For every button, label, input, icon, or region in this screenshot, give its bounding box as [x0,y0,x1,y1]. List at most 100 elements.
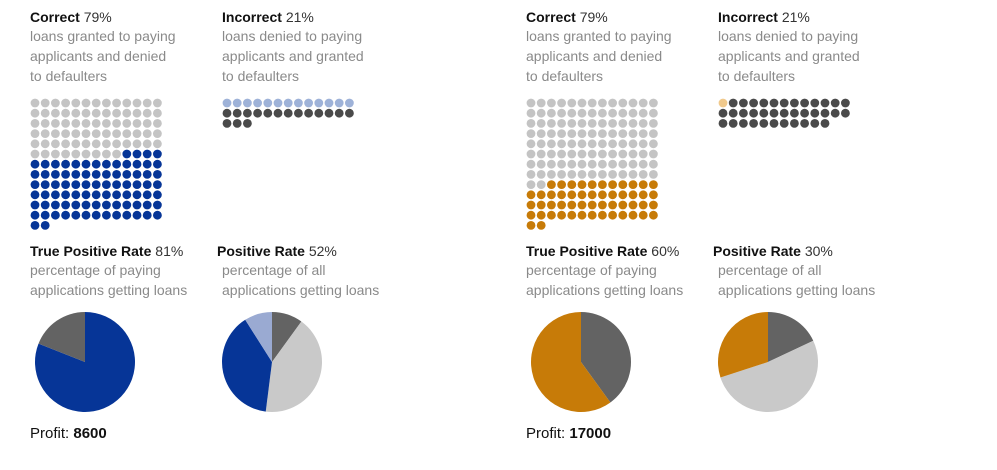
waffle-dot-correct-other [618,159,628,169]
waffle-dot-incorrect-granted [273,98,283,108]
waffle-dot-correct-other [132,98,142,108]
pie-slice [718,312,768,378]
waffle-dot-correct-granted [547,210,556,220]
waffle-dot-correct-other [587,119,597,128]
waffle-dot-incorrect-denied [334,108,344,118]
waffle-dot-correct-granted [112,200,121,210]
waffle-dot-correct-other [51,149,60,159]
waffle-dot-correct-other [51,119,60,128]
waffle-dot-correct-other [102,129,111,138]
waffle-dot-correct-granted [598,210,607,220]
waffle-dot-incorrect-denied [253,108,262,118]
waffle-dot-correct-granted [577,200,587,210]
waffle-dot-correct-other [536,119,546,128]
waffle-dot-incorrect-denied [759,98,769,108]
waffle-dot-correct-other [91,129,101,138]
waffle-dot-correct-granted [30,170,40,179]
incorrect-desc-line: loans denied to paying [222,28,363,44]
waffle-dot-correct-other [526,98,536,108]
waffle-dot-incorrect-denied [779,98,789,108]
waffle-dot-incorrect-denied [718,119,728,128]
waffle-dot-correct-other [132,119,142,128]
waffle-dot-correct-granted [30,200,40,210]
waffle-dot-correct-other [91,98,101,108]
correct-desc-line: to defaulters [526,68,604,84]
waffle-dot-incorrect-denied [820,98,830,108]
waffle-dot-correct-granted [153,210,162,220]
waffle-dot-incorrect-granted [334,98,344,108]
waffle-incorrect [222,98,354,128]
waffle-dot-correct-other [608,108,617,118]
waffle-dot-correct-other [547,139,556,149]
waffle-dot-correct-other [608,129,617,138]
waffle-dot-correct-granted [536,210,546,220]
waffle-dot-correct-granted [91,190,101,200]
waffle-dot-correct-other [71,98,81,108]
waffle-dot-correct-granted [30,190,40,200]
waffle-dot-incorrect-denied [728,98,738,108]
waffle-dot-correct-other [567,119,577,128]
waffle-dot-correct-other [526,180,536,189]
correct-desc-line: to defaulters [30,68,108,84]
waffle-dot-correct-other [132,108,142,118]
waffle-dot-correct-other [61,129,70,138]
waffle-dot-correct-other [91,119,101,128]
incorrect-desc-line: applicants and granted [222,48,364,64]
pie-slice [720,340,818,412]
waffle-dot-correct-granted [51,170,60,179]
waffle-dot-correct-granted [81,159,91,169]
waffle-dot-correct-granted [112,180,121,189]
waffle-dot-correct-other [567,170,577,179]
waffle-dot-correct-granted [132,170,142,179]
waffle-dot-incorrect-denied [830,98,840,108]
waffle-dot-correct-granted [598,190,607,200]
waffle-dot-correct-other [30,119,40,128]
waffle-dot-incorrect-denied [800,119,809,128]
pie-slice [245,312,272,362]
waffle-dot-correct-granted [587,200,597,210]
waffle-dot-incorrect-denied [243,119,252,128]
waffle-dot-correct-granted [40,190,50,200]
waffle-dot-correct-other [547,129,556,138]
pr-pct: 30% [804,243,833,259]
waffle-dot-correct-other [649,139,658,149]
profit-value: 8600 [73,425,107,442]
waffle-dot-correct-granted [71,180,81,189]
incorrect-desc-line: applicants and granted [718,48,860,64]
tpr-title: True Positive Rate [30,243,152,259]
waffle-dot-correct-other [598,129,607,138]
waffle-dot-correct-granted [526,210,536,220]
correct-section: Correct 79% loans granted to paying appl… [30,8,176,86]
waffle-dot-incorrect-granted [345,98,354,108]
waffle-dot-correct-other [30,149,40,159]
incorrect-pct: 21% [285,9,314,25]
waffle-dot-incorrect-denied [718,108,728,118]
waffle-dot-correct-other [30,139,40,149]
tpr-header: True Positive Rate 60% [526,242,683,260]
waffle-dot-incorrect-denied [790,98,799,108]
waffle-dot-incorrect-granted [314,98,324,108]
waffle-dot-correct-other [61,98,70,108]
waffle-dot-correct-granted [112,190,121,200]
waffle-dot-correct-other [587,139,597,149]
waffle-dot-correct-granted [71,159,81,169]
waffle-dot-correct-granted [61,180,70,189]
waffle-dot-correct-other [51,139,60,149]
waffle-dot-correct-other [628,108,638,118]
waffle-dot-correct-granted [618,200,628,210]
waffle-dot-incorrect-denied [800,98,809,108]
incorrect-desc-line: loans denied to paying [718,28,859,44]
waffle-dot-correct-other [628,139,638,149]
waffle-dot-correct-granted [547,180,556,189]
waffle-dot-correct-granted [91,210,101,220]
pr-pct: 52% [308,243,337,259]
waffle-dot-correct-other [142,139,152,149]
waffle-dot-correct-granted [153,170,162,179]
waffle-dot-correct-other [649,98,658,108]
waffle-dot-correct-other [526,149,536,159]
waffle-dot-correct-other [536,180,546,189]
waffle-dot-correct-other [142,98,152,108]
waffle-dot-correct-other [536,129,546,138]
waffle-dot-correct-granted [61,200,70,210]
profit-label: Profit: [526,425,566,442]
